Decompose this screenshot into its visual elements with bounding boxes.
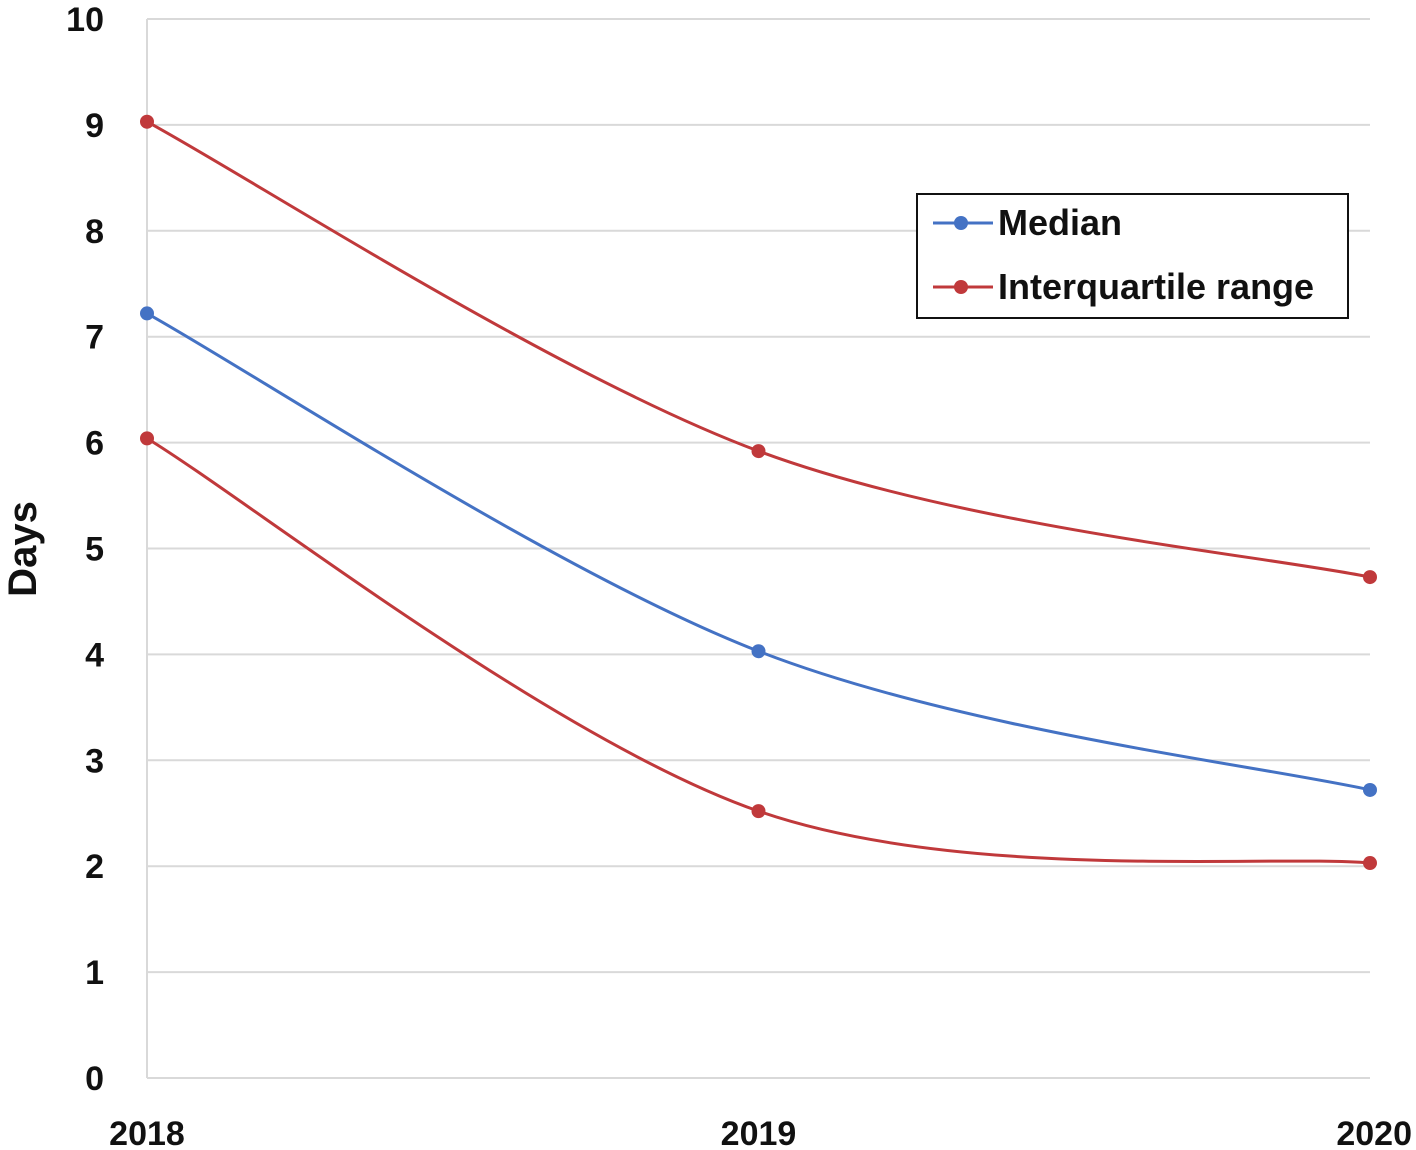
y-tick-label: 3 <box>85 742 104 780</box>
legend-marker <box>954 216 968 230</box>
legend-item: Interquartile range <box>933 266 1314 307</box>
x-tick-label: 2019 <box>721 1115 797 1150</box>
x-tick-label: 2018 <box>109 1115 185 1150</box>
y-tick-label: 10 <box>66 1 104 39</box>
y-tick-label: 0 <box>85 1060 104 1098</box>
y-axis-ticks: 0 1 2 3 4 5 6 7 8 9 10 <box>66 1 104 1098</box>
legend-item: Median <box>933 202 1122 243</box>
x-axis-ticks: 2018 2019 2020 <box>109 1115 1412 1150</box>
legend-label: Median <box>998 202 1122 243</box>
data-point <box>140 306 154 321</box>
data-point <box>751 644 766 659</box>
axes <box>146 19 1370 1079</box>
data-point <box>1363 856 1377 871</box>
legend-box <box>916 193 1349 319</box>
data-point <box>751 444 766 459</box>
series-1 <box>140 114 1377 585</box>
data-point <box>140 431 154 446</box>
y-tick-label: 7 <box>85 319 104 357</box>
data-point <box>140 114 154 129</box>
legend-marker <box>954 280 968 294</box>
series-line <box>146 312 1371 792</box>
legend-label: Interquartile range <box>998 266 1314 307</box>
y-tick-label: 4 <box>85 636 104 674</box>
data-point <box>1363 782 1377 797</box>
legend: Median Interquartile range <box>916 193 1349 319</box>
series-line <box>146 120 1371 579</box>
y-tick-label: 9 <box>85 107 104 145</box>
y-tick-label: 5 <box>85 531 104 569</box>
data-point <box>1363 570 1377 585</box>
series-0 <box>140 306 1377 797</box>
series-2 <box>140 431 1377 871</box>
y-tick-label: 8 <box>85 213 104 251</box>
x-tick-label: 2020 <box>1336 1115 1412 1150</box>
data-point <box>751 804 766 819</box>
y-tick-label: 1 <box>85 954 104 992</box>
gridlines <box>147 18 1370 974</box>
y-tick-label: 6 <box>85 425 104 463</box>
y-axis-title: Days <box>1 501 45 597</box>
y-tick-label: 2 <box>85 848 104 886</box>
series-group <box>140 114 1377 871</box>
